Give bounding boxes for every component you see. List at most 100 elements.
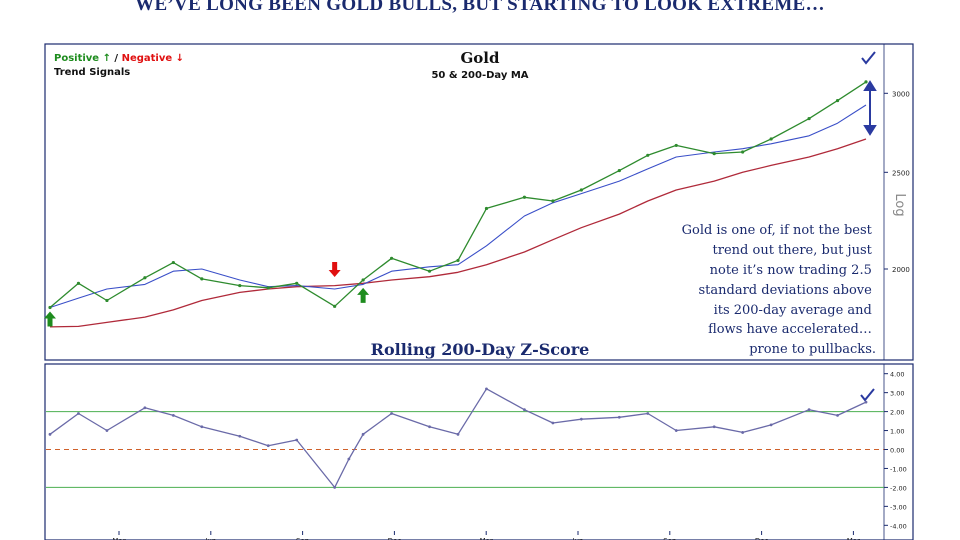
annotation-line: flows have accelerated… [708, 322, 872, 337]
zscore-point [523, 408, 526, 412]
plot-layer: 2000 2500 3000 4.00 3.00 2.00 1.00 0.00 -1.00 -2.… [44, 80, 910, 540]
zscore-point [105, 429, 109, 432]
price-point [674, 143, 678, 148]
annotation-line: prone to pullbacks. [749, 342, 876, 357]
positive-signal-arrow-icon [357, 287, 370, 303]
zscore-point [333, 486, 337, 489]
price-point [427, 269, 432, 273]
zscore-point [238, 434, 242, 438]
legend-subtitle: Trend Signals [54, 67, 130, 78]
price-chart-subtitle: 50 & 200-Day MA [431, 70, 528, 81]
price-point [389, 256, 394, 260]
price-point [361, 278, 365, 282]
zscore-point [551, 421, 555, 425]
zscore-chart-title: Rolling 200-Day Z-Score [371, 340, 590, 359]
z-tick-label: -1.00 [890, 465, 907, 473]
trend-signals-legend: Positive ↑ / Negative ↓ [54, 53, 184, 64]
price-point [551, 199, 555, 203]
price-point [646, 153, 650, 157]
price-point [522, 195, 527, 199]
check-mark-icon [860, 388, 875, 402]
z-tick-label: -3.00 [890, 503, 907, 511]
z-tick-label: -2.00 [890, 484, 907, 492]
zscore-point [807, 408, 811, 412]
x-tick-label: Sep [663, 537, 677, 540]
annotation-line: Gold is one of, if not the best [682, 223, 873, 238]
price-chart-title: Gold [460, 49, 500, 67]
z-tick-label: 3.00 [890, 390, 904, 398]
price-point [835, 98, 840, 103]
price-point [105, 298, 109, 303]
zscore-point [200, 425, 204, 429]
price-point [484, 206, 489, 211]
zscore-point [646, 412, 650, 415]
x-tick-label: Dec [388, 537, 402, 540]
legend-slash: / [111, 53, 122, 64]
price-point [48, 305, 52, 310]
zscore-point [428, 425, 431, 429]
zscore-point [579, 417, 583, 421]
x-tick-label: Dec [755, 537, 769, 540]
positive-signal-arrow-icon [44, 311, 56, 327]
y-tick-label: 3000 [892, 90, 910, 98]
z-tick-label: 2.00 [890, 409, 904, 417]
x-tick-label: Jun [204, 537, 216, 540]
zscore-point [171, 413, 175, 417]
price-point [617, 168, 621, 173]
annotation-text: Gold is one of, if not the best trend ou… [682, 223, 876, 357]
zscore-point [864, 400, 868, 404]
zscore-point [143, 406, 147, 410]
price-panel-frame [44, 43, 914, 361]
price-point [456, 258, 460, 263]
z-tick-label: 1.00 [890, 428, 904, 436]
z-tick-label: -4.00 [890, 522, 907, 530]
y-tick-label: 2500 [892, 169, 910, 177]
price-point [76, 281, 81, 285]
annotation-line: note it’s now trading 2.5 [710, 263, 872, 278]
negative-signal-arrow-icon [328, 262, 341, 278]
ma50-series-line [49, 104, 867, 309]
price-point [238, 283, 242, 288]
zscore-point [485, 387, 488, 391]
zscore-point [456, 432, 460, 436]
check-mark-icon [861, 51, 876, 65]
legend-negative: Negative ↓ [122, 53, 184, 64]
zscore-series-line [49, 388, 867, 489]
x-tick-label: Sep [296, 537, 310, 540]
zscore-point [48, 432, 52, 436]
zscore-point [295, 438, 299, 442]
zscore-point [77, 412, 80, 415]
zscore-point [266, 444, 270, 448]
price-point [712, 152, 716, 156]
zscore-panel-frame [44, 363, 914, 540]
price-point [864, 80, 868, 84]
annotation-line: trend out there, but just [713, 243, 873, 258]
zscore-point [769, 423, 773, 427]
zscore-point [617, 415, 621, 419]
zscore-point [347, 457, 351, 461]
price-point [769, 137, 773, 141]
page-headline: WE’VE LONG BEEN GOLD BULLS, BUT STARTING… [135, 0, 825, 15]
y-axis-log-label: Log [892, 193, 907, 216]
zscore-point [741, 431, 745, 434]
price-point [200, 277, 204, 281]
y-tick-label: 2000 [892, 266, 910, 274]
x-tick-label: Mar [480, 537, 493, 540]
legend-positive: Positive ↑ [54, 53, 111, 64]
zscore-point [674, 429, 678, 432]
price-point [171, 260, 175, 265]
price-point [295, 281, 299, 285]
x-tick-label: Jun [572, 537, 584, 540]
x-tick-label: Mar [847, 537, 860, 540]
price-point [143, 276, 147, 280]
price-point [741, 150, 745, 154]
price-point [333, 304, 337, 308]
z-tick-label: 0.00 [890, 447, 904, 455]
zscore-point [836, 413, 839, 417]
zscore-point [361, 432, 365, 436]
zscore-point [712, 425, 716, 429]
price-point [266, 286, 270, 290]
deviation-double-arrow-icon [863, 80, 877, 136]
price-point [579, 188, 583, 192]
